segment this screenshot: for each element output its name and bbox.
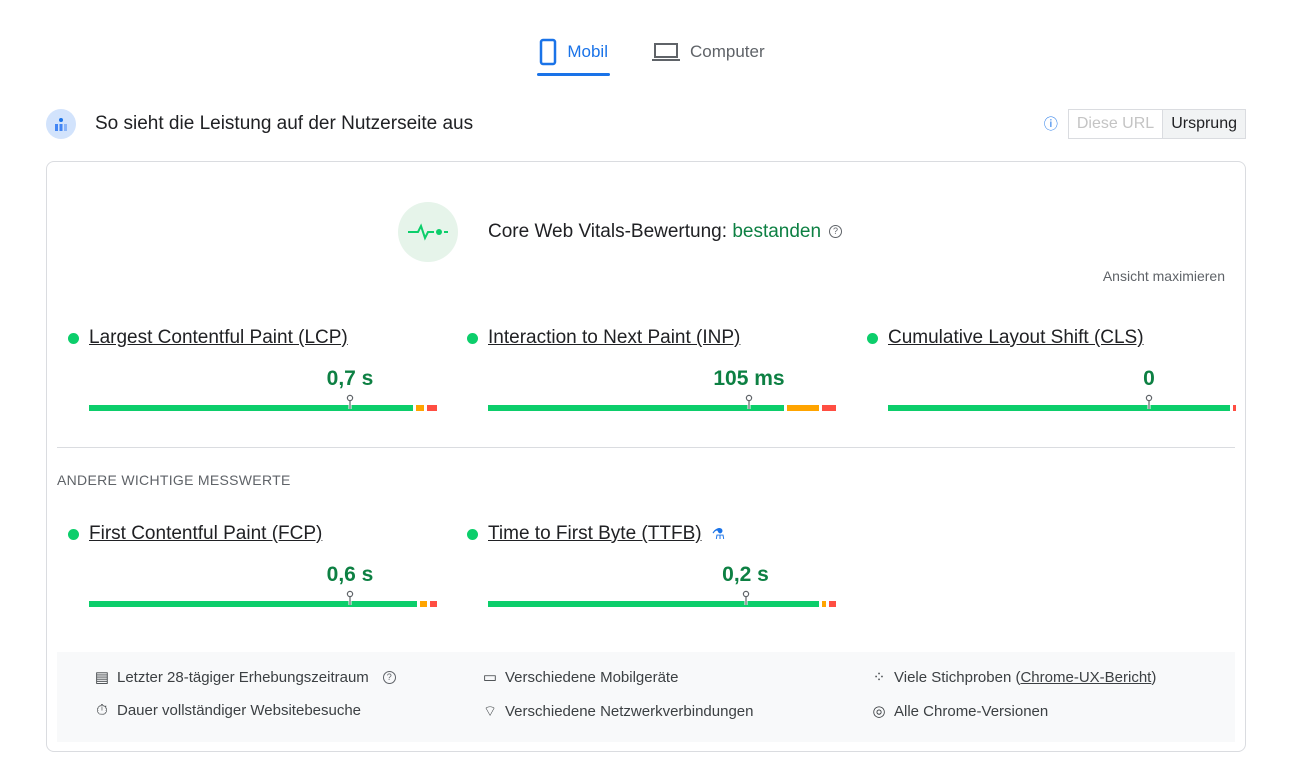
good-status-dot bbox=[467, 332, 478, 344]
footer-duration: ⏱ Dauer vollständiger Websitebesuche bbox=[93, 702, 361, 719]
footer-devices: ▭ Verschiedene Mobilgeräte bbox=[482, 668, 679, 687]
bar-good bbox=[488, 405, 785, 411]
percentile-marker-icon bbox=[346, 590, 354, 605]
pulse-icon bbox=[398, 202, 458, 262]
help-icon[interactable]: ? bbox=[382, 670, 396, 684]
bar-needs-improvement bbox=[822, 601, 827, 607]
metric-1: Time to First Byte (TTFB) ⚗ 0,2 s bbox=[467, 523, 836, 607]
cwv-assessment: Core Web Vitals-Bewertung: bestanden? bbox=[398, 202, 843, 262]
maximize-view-link[interactable]: Ansicht maximieren bbox=[1102, 268, 1225, 284]
metric-name-link[interactable]: Cumulative Layout Shift (CLS) bbox=[888, 327, 1144, 348]
metric-name-link[interactable]: Time to First Byte (TTFB) bbox=[488, 523, 702, 544]
percentile-marker-icon bbox=[346, 394, 354, 409]
bar-good bbox=[888, 405, 1230, 411]
tab-desktop[interactable]: Computer bbox=[650, 28, 767, 76]
metric-0: Largest Contentful Paint (LCP) 0,7 s bbox=[68, 327, 437, 411]
bar-poor bbox=[426, 405, 437, 411]
divider bbox=[57, 447, 1235, 448]
bar-needs-improvement bbox=[416, 405, 424, 411]
metric-value: 0 bbox=[1143, 367, 1155, 390]
footer-versions: ◎ Alle Chrome-Versionen bbox=[870, 702, 1048, 721]
tab-label: Computer bbox=[689, 42, 765, 61]
assessment-status: bestanden bbox=[732, 221, 822, 242]
stopwatch-icon: ⏱ bbox=[96, 702, 108, 719]
good-status-dot bbox=[867, 332, 878, 344]
device-tabs: Mobil Computer bbox=[0, 28, 1304, 76]
bar-poor bbox=[1232, 405, 1236, 411]
data-info-footer: ▤ Letzter 28-tägiger Erhebungszeitraum? ⏱… bbox=[57, 652, 1235, 742]
calendar-icon: ▤ bbox=[94, 669, 110, 686]
bar-good bbox=[89, 405, 414, 411]
percentile-marker-icon bbox=[745, 394, 753, 409]
metric-value: 0,2 s bbox=[722, 563, 769, 586]
help-icon[interactable]: ? bbox=[829, 225, 843, 239]
good-status-dot bbox=[68, 332, 79, 344]
tab-mobile[interactable]: Mobil bbox=[537, 28, 610, 76]
smartphone-icon bbox=[540, 38, 557, 66]
metric-value: 0,7 s bbox=[326, 367, 374, 390]
bar-poor bbox=[822, 405, 836, 411]
metric-value: 105 ms bbox=[713, 367, 785, 390]
bar-poor bbox=[829, 601, 836, 607]
tab-label: Mobil bbox=[567, 42, 608, 61]
percentile-marker-icon bbox=[742, 590, 749, 605]
bar-needs-improvement bbox=[419, 601, 428, 607]
bar-good bbox=[488, 601, 820, 607]
distribution-bar bbox=[488, 394, 836, 411]
assessment-label: Core Web Vitals-Bewertung: bbox=[488, 221, 728, 242]
section-title: So sieht die Leistung auf der Nutzerseit… bbox=[95, 113, 474, 134]
distribution-bar bbox=[89, 590, 437, 607]
footer-samples: ⁘ Viele Stichproben (Chrome-UX-Bericht) bbox=[870, 668, 1157, 687]
metric-name-link[interactable]: Largest Contentful Paint (LCP) bbox=[89, 327, 348, 348]
metric-name-link[interactable]: First Contentful Paint (FCP) bbox=[89, 523, 323, 544]
metric-title: Largest Contentful Paint (LCP) bbox=[68, 327, 437, 349]
metric-title: First Contentful Paint (FCP) bbox=[68, 523, 437, 545]
crux-logo-icon bbox=[46, 109, 76, 139]
metric-2: Cumulative Layout Shift (CLS) 0 bbox=[867, 327, 1236, 411]
scope-this-url[interactable]: Diese URL bbox=[1076, 115, 1155, 132]
samples-icon: ⁘ bbox=[872, 669, 886, 686]
info-icon[interactable]: ⓘ bbox=[1043, 116, 1058, 132]
metric-0: First Contentful Paint (FCP) 0,6 s bbox=[68, 523, 437, 607]
good-status-dot bbox=[68, 528, 79, 540]
good-status-dot bbox=[467, 528, 478, 540]
chrome-icon: ◎ bbox=[872, 703, 886, 720]
bar-poor bbox=[430, 601, 437, 607]
scope-toggle: Diese URL Ursprung bbox=[1067, 109, 1246, 139]
metric-title: Interaction to Next Paint (INP) bbox=[467, 327, 836, 349]
scope-origin[interactable]: Ursprung bbox=[1162, 110, 1245, 138]
percentile-marker-icon bbox=[1145, 394, 1153, 409]
laptop-icon bbox=[651, 43, 680, 61]
metric-name-link[interactable]: Interaction to Next Paint (INP) bbox=[488, 327, 741, 348]
other-metrics-heading: ANDERE WICHTIGE MESSWERTE bbox=[57, 472, 291, 488]
metric-title: Cumulative Layout Shift (CLS) bbox=[867, 327, 1236, 349]
metric-1: Interaction to Next Paint (INP) 105 ms bbox=[467, 327, 836, 411]
distribution-bar bbox=[488, 590, 836, 607]
distribution-bar bbox=[888, 394, 1236, 411]
network-icon: ⌔ bbox=[482, 703, 498, 720]
devices-icon: ▭ bbox=[482, 669, 498, 686]
bar-needs-improvement bbox=[787, 405, 820, 411]
footer-network: ⌔ Verschiedene Netzwerkverbindungen bbox=[482, 703, 754, 720]
distribution-bar bbox=[89, 394, 437, 411]
bar-good bbox=[89, 601, 417, 607]
metric-title: Time to First Byte (TTFB) ⚗ bbox=[467, 523, 836, 545]
metric-value: 0,6 s bbox=[326, 563, 374, 586]
field-data-card: Core Web Vitals-Bewertung: bestanden? An… bbox=[46, 161, 1246, 752]
footer-period: ▤ Letzter 28-tägiger Erhebungszeitraum? bbox=[93, 668, 396, 686]
flask-icon: ⚗ bbox=[711, 526, 726, 543]
field-data-header: So sieht die Leistung auf der Nutzerseit… bbox=[46, 108, 1246, 140]
crux-report-link[interactable]: Chrome-UX-Bericht bbox=[1020, 668, 1152, 686]
